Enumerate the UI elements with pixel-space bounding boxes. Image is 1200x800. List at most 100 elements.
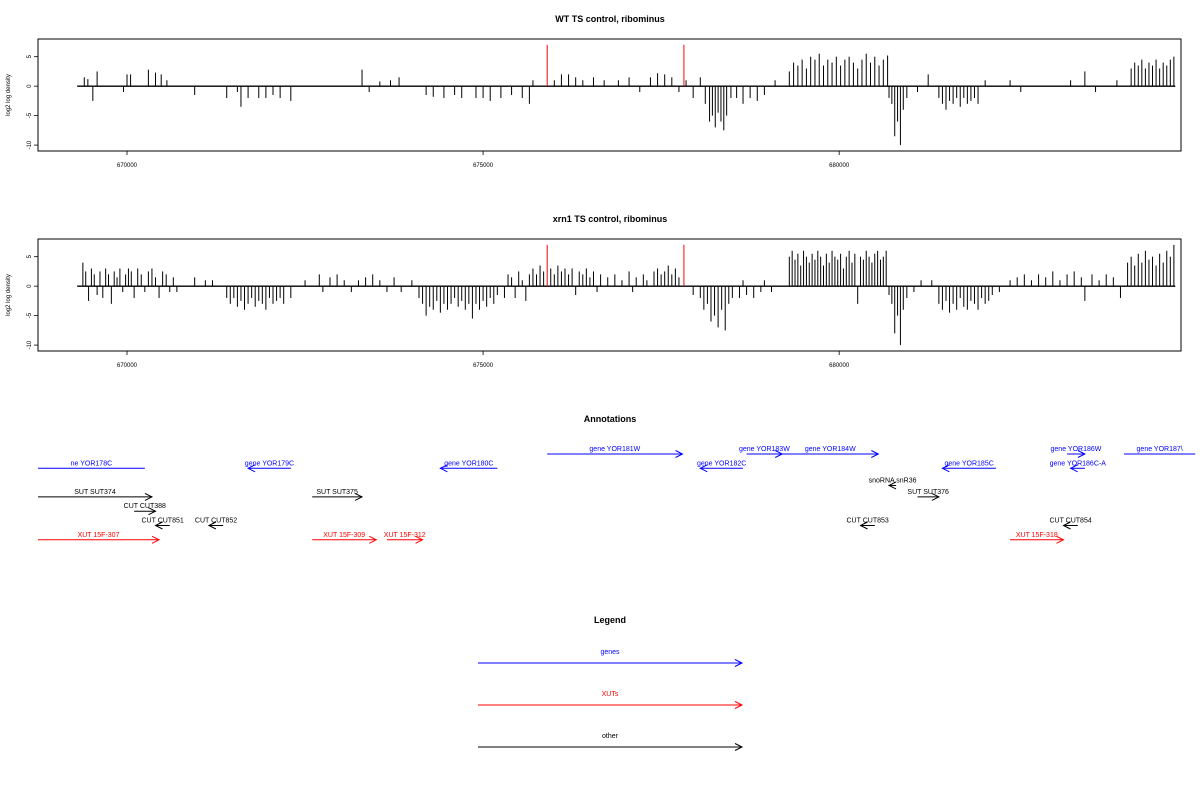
svg-text:XUT 15F-318: XUT 15F-318 [1016,532,1058,539]
legend-items: genes XUTs other [478,649,744,751]
xrn1-panel-title: xrn1 TS control, ribominus [553,214,668,224]
xrn1-x-tick: 675000 [473,351,494,369]
wt-panel: WT TS control, ribominus log2 log densit… [6,14,1182,169]
wt-y-tick: -5 [27,112,38,118]
svg-text:SUT SUT376: SUT SUT376 [907,489,949,496]
wt-y-tick: 5 [27,54,38,58]
annotation-feature: SUT SUT375 [312,489,364,501]
svg-text:gene YOR181W: gene YOR181W [589,446,640,453]
annotation-feature: CUT CUT851 [141,518,184,530]
annotation-feature: gene YOR179C [245,460,294,473]
svg-text:genes: genes [600,649,620,656]
svg-text:SUT SUT375: SUT SUT375 [316,489,358,496]
annotation-feature: CUT CUT388 [124,503,166,516]
legend-item: XUTs [478,691,744,709]
annotation-feature: CUT CUT854 [1049,518,1092,530]
svg-text:675000: 675000 [473,163,494,169]
svg-text:gene YOR187\: gene YOR187\ [1137,446,1183,453]
svg-text:-10: -10 [27,340,33,349]
svg-text:0: 0 [27,84,33,88]
svg-text:0: 0 [27,284,33,288]
xrn1-density-bars [77,244,1176,346]
wt-y-axis: 5 0 -5 -10 [27,54,38,149]
annotation-feature: gene YOR182C [697,460,746,473]
annotation-feature: ne YOR178C [38,460,145,469]
svg-text:gene YOR184W: gene YOR184W [805,446,856,453]
svg-text:gene YOR183W: gene YOR183W [739,446,790,453]
svg-text:XUT 15F-309: XUT 15F-309 [323,532,365,539]
xrn1-x-tick: 670000 [117,351,138,369]
annotation-feature: CUT CUT853 [847,518,889,530]
svg-text:CUT CUT388: CUT CUT388 [124,503,166,510]
annotation-features: ne YOR178C gene YOR179C gene YOR180C gene Y… [38,446,1196,544]
annotation-feature: snoRNA snR36 [869,477,917,490]
svg-text:snoRNA snR36: snoRNA snR36 [869,477,917,484]
wt-x-tick: 680000 [829,151,850,169]
svg-text:XUTs: XUTs [602,691,619,698]
annotation-feature: XUT 15F-318 [1010,532,1065,544]
legend-title: Legend [594,615,626,625]
xrn1-y-tick: -5 [27,312,38,318]
svg-text:gene YOR182C: gene YOR182C [697,460,746,467]
wt-density-bars [77,44,1176,146]
annotation-feature: gene YOR185C [941,460,996,473]
svg-text:ne YOR178C: ne YOR178C [71,460,113,467]
wt-y-axis-label: log2 log density [6,74,12,116]
svg-text:XUT 15F-312: XUT 15F-312 [384,532,426,539]
annotation-feature: gene YOR184W [782,446,880,458]
wt-panel-title: WT TS control, ribominus [555,14,665,24]
svg-text:other: other [602,733,619,740]
svg-text:680000: 680000 [829,363,850,369]
wt-plot-frame [37,38,1182,152]
svg-text:gene YOR186C-A: gene YOR186C-A [1050,460,1107,467]
legend-item: other [478,733,744,751]
wt-x-tick: 675000 [473,151,494,169]
annotation-feature: gene YOR187\ [1124,446,1196,455]
annotation-feature: XUT 15F-309 [312,532,378,544]
annotation-feature: gene YOR181W [547,446,684,458]
svg-text:-5: -5 [27,312,33,318]
xrn1-y-axis: 5 0 -5 -10 [27,254,38,349]
wt-x-tick: 670000 [117,151,138,169]
xrn1-y-tick: 5 [27,254,38,258]
annotations-panel: Annotations ne YOR178C gene YOR179C gene Y… [38,414,1196,544]
annotation-feature: SUT SUT376 [907,489,949,501]
svg-text:670000: 670000 [117,363,138,369]
wt-y-tick: -10 [27,140,38,149]
svg-text:gene YOR185C: gene YOR185C [944,460,993,467]
svg-text:gene YOR180C: gene YOR180C [444,460,493,467]
svg-text:CUT CUT854: CUT CUT854 [1049,518,1091,525]
xrn1-y-tick: -10 [27,340,38,349]
svg-text:5: 5 [27,254,33,258]
xrn1-y-tick: 0 [27,284,38,288]
xrn1-x-tick: 680000 [829,351,850,369]
svg-text:SUT SUT374: SUT SUT374 [74,489,116,496]
svg-text:CUT CUT853: CUT CUT853 [847,518,889,525]
xrn1-panel: xrn1 TS control, ribominus log2 log dens… [6,214,1182,369]
svg-text:gene YOR179C: gene YOR179C [245,460,294,467]
legend-panel: Legend genes XUTs other [478,615,744,751]
svg-text:CUT CUT852: CUT CUT852 [195,518,237,525]
svg-text:gene YOR186W: gene YOR186W [1051,446,1102,453]
wt-x-axis: 670000 675000 680000 [117,151,850,169]
wt-y-tick: 0 [27,84,38,88]
annotation-feature: XUT 15F-312 [384,532,426,544]
svg-text:XUT 15F-307: XUT 15F-307 [78,532,120,539]
xrn1-x-axis: 670000 675000 680000 [117,351,850,369]
xrn1-plot-frame [37,238,1182,352]
annotation-feature: gene YOR186W [1051,446,1102,458]
annotation-feature: gene YOR180C [439,460,498,473]
svg-text:675000: 675000 [473,363,494,369]
svg-text:5: 5 [27,54,33,58]
svg-text:-5: -5 [27,112,33,118]
svg-text:-10: -10 [27,140,33,149]
svg-text:670000: 670000 [117,163,138,169]
annotation-feature: gene YOR183W [739,446,790,458]
annotation-feature: XUT 15F-307 [38,532,161,544]
annotation-feature: SUT SUT374 [38,489,154,501]
legend-item: genes [478,649,744,667]
annotation-feature: CUT CUT852 [195,518,237,530]
annotations-title: Annotations [584,414,637,424]
annotation-feature: gene YOR186C-A [1050,460,1107,473]
